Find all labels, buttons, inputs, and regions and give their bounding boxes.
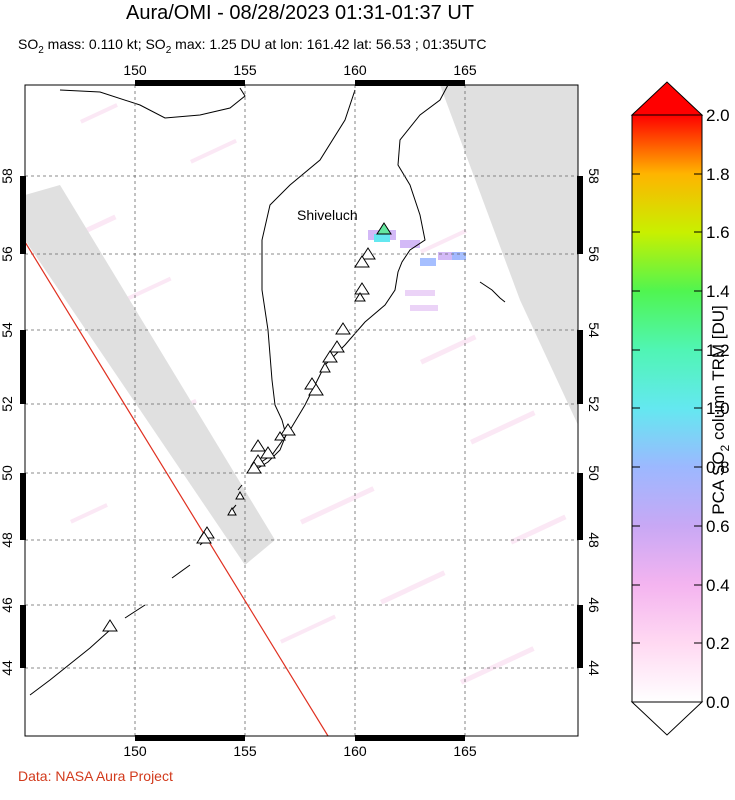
lat-tick-right: 44 [586, 660, 602, 676]
volcano-icon [227, 506, 237, 516]
lon-tick-top: 155 [233, 62, 257, 78]
volcano-markers [102, 222, 392, 632]
lat-tick-right: 48 [586, 532, 602, 548]
lon-tick-bottom: 155 [233, 743, 257, 759]
volcano-icon [196, 531, 212, 544]
colorbar-tick-label: 0.0 [706, 693, 730, 712]
volcano-label-shiveluch: Shiveluch [297, 207, 358, 223]
lat-ticks-left: 44 46 48 50 52 54 56 58 [0, 168, 15, 676]
volcano-icon [308, 383, 324, 396]
subtitle-so2-prefix: SO [18, 36, 39, 52]
lon-ticks-top: 150 155 160 165 [123, 62, 477, 78]
so2-plume [368, 230, 466, 311]
colorbar-tick-label: 0.6 [706, 517, 730, 536]
frame-ticks [20, 80, 583, 741]
colorbar-tick-label: 1.6 [706, 223, 730, 242]
lat-tick-right: 54 [586, 322, 602, 338]
subtitle-subscript-1: 2 [38, 44, 44, 56]
lat-tick-left: 58 [0, 168, 15, 184]
volcano-icon [235, 490, 245, 500]
volcano-icon [354, 282, 370, 295]
colorbar-tick-label: 0.2 [706, 634, 730, 653]
volcano-icon-shiveluch [376, 222, 392, 235]
lat-tick-right: 52 [586, 396, 602, 412]
lon-tick-bottom: 160 [343, 743, 367, 759]
colorbar-title-prefix: PCA SO [709, 451, 728, 514]
colorbar-tick-marks [632, 173, 702, 703]
orbit-edge-line [25, 241, 329, 736]
map-panel: Shiveluch [25, 85, 578, 736]
colorbar-tick-label: 0.8 [706, 458, 730, 477]
subtitle-mass: mass: 0.110 kt; SO [43, 36, 166, 52]
lat-tick-left: 54 [0, 322, 15, 338]
lat-tick-right: 58 [586, 168, 602, 184]
graticule [25, 85, 578, 736]
lat-tick-right: 46 [586, 597, 602, 613]
volcano-icon [335, 322, 351, 335]
subtitle-max: max: 1.25 DU at lon: 161.42 lat: 56.53 ;… [171, 36, 487, 52]
lat-tick-left: 44 [0, 660, 15, 676]
colorbar-tick-label: 1.8 [706, 165, 730, 184]
lon-tick-top: 165 [453, 62, 477, 78]
colorbar-bottom-arrow [630, 701, 704, 736]
colorbar-title-suffix: column TRM [DU] [709, 305, 728, 445]
no-data-swath-left [25, 185, 275, 565]
colorbar-tick-label: 1.0 [706, 399, 730, 418]
volcano-icon [246, 461, 262, 474]
lat-tick-right: 50 [586, 465, 602, 481]
lat-tick-left: 56 [0, 246, 15, 262]
lon-tick-top: 150 [123, 62, 147, 78]
volcano-icon [319, 361, 331, 373]
lat-ticks-right: 44 46 48 50 52 54 56 58 [586, 168, 602, 676]
volcano-icon [260, 446, 276, 459]
colorbar-gradient [631, 114, 703, 703]
colorbar-tick-label: 0.4 [706, 576, 730, 595]
map-frame [24, 84, 579, 737]
volcano-icon [274, 431, 286, 441]
lat-tick-left: 52 [0, 396, 15, 412]
lat-tick-left: 50 [0, 465, 15, 481]
volcano-icon [322, 350, 338, 363]
no-data-swath-right [440, 85, 578, 425]
data-credit: Data: NASA Aura Project [18, 768, 173, 784]
volcano-icon [329, 340, 345, 353]
volcano-icon [250, 439, 266, 452]
colorbar-title-subscript: 2 [718, 444, 732, 451]
map-subtitle: SO2 mass: 0.110 kt; SO2 max: 1.25 DU at … [18, 36, 486, 56]
colorbar-tick-label: 2.0 [706, 106, 730, 125]
map-title: Aura/OMI - 08/28/2023 01:31-01:37 UT [126, 2, 474, 24]
colorbar-tick-label: 1.4 [706, 282, 730, 301]
lon-tick-top: 160 [343, 62, 367, 78]
lon-tick-bottom: 165 [453, 743, 477, 759]
colorbar-title: PCA SO2 column TRM [DU] [709, 305, 732, 515]
volcano-icon [354, 255, 370, 268]
colorbar-top-arrow [630, 81, 704, 116]
volcano-icon [280, 423, 296, 436]
volcano-icon [102, 619, 118, 632]
lat-tick-right: 56 [586, 246, 602, 262]
colorbar-tick-label: 1.2 [706, 341, 730, 360]
colorbar: 0.0 0.2 0.4 0.6 0.8 1.0 1.2 1.4 1.6 1.8 … [630, 81, 732, 736]
lat-tick-left: 46 [0, 597, 15, 613]
so2-background-swaths [60, 103, 567, 685]
subtitle-subscript-2: 2 [165, 44, 172, 56]
lat-tick-left: 48 [0, 532, 15, 548]
volcano-icon [360, 247, 376, 260]
volcano-icon [354, 292, 366, 302]
lon-ticks-bottom: 150 155 160 165 [123, 743, 477, 759]
lon-tick-bottom: 150 [123, 743, 147, 759]
